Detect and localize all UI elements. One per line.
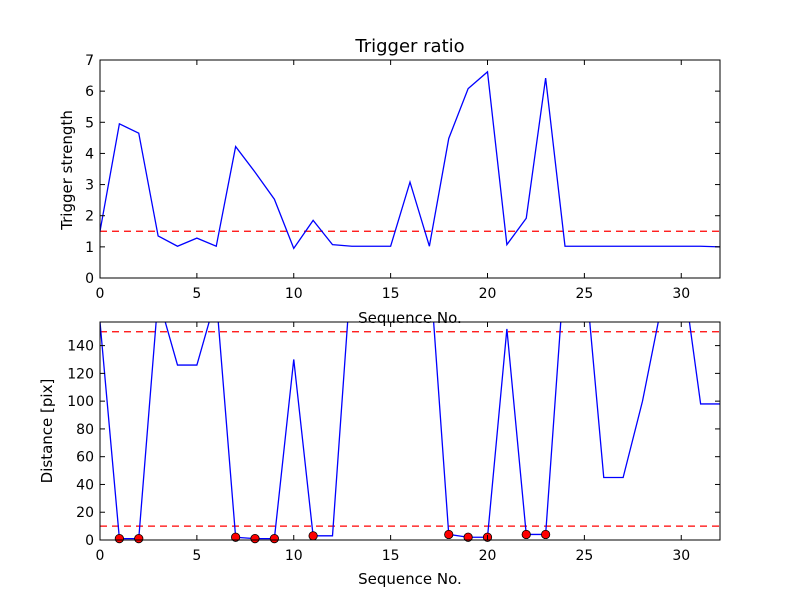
x-axis-ticks: 0 5 10 15 20 25 30 <box>96 60 690 302</box>
series-line <box>100 322 720 540</box>
y-tick-label: 2 <box>85 209 94 225</box>
x-tick-label: 0 <box>96 548 105 564</box>
data-point <box>231 532 241 542</box>
x-tick-label: 5 <box>192 286 201 302</box>
data-point <box>250 534 260 544</box>
series-line <box>100 70 720 250</box>
y-tick-label: 140 <box>67 339 94 355</box>
y-tick-label: 120 <box>67 366 94 382</box>
data-point <box>463 532 473 542</box>
x-tick-label: 25 <box>575 286 593 302</box>
y-tick-label: 0 <box>85 271 94 287</box>
x-axis-label: Sequence No. <box>358 309 462 327</box>
x-tick-label: 10 <box>285 286 303 302</box>
y-tick-label: 6 <box>85 84 94 100</box>
x-tick-label: 25 <box>575 548 593 564</box>
x-tick-label: 10 <box>285 548 303 564</box>
y-tick-label: 7 <box>85 53 94 69</box>
y-axis-ticks: 0 1 2 3 4 5 6 7 <box>85 53 720 287</box>
data-point <box>114 534 124 544</box>
y-tick-label: 80 <box>76 422 94 438</box>
chart-title: Trigger ratio <box>354 36 464 57</box>
data-point <box>521 529 531 540</box>
y-tick-label: 0 <box>85 533 94 549</box>
x-tick-label: 30 <box>672 548 690 564</box>
y-tick-label: 5 <box>85 115 94 131</box>
data-point <box>541 529 551 540</box>
series-group <box>100 322 720 540</box>
y-tick-label: 100 <box>67 394 94 410</box>
y-tick-label: 3 <box>85 178 94 194</box>
y-axis-label: Trigger strength <box>58 110 76 231</box>
chart-distance: Sequence No. Distance [pix] 0 5 10 15 20 25 30… <box>38 321 721 588</box>
series-group <box>100 70 720 250</box>
plot-frame <box>99 321 721 541</box>
y-axis-ticks: 0 20 40 60 80 100 120 140 <box>67 339 720 549</box>
x-tick-label: 20 <box>479 548 497 564</box>
x-tick-label: 0 <box>96 286 105 302</box>
x-axis-ticks: 0 5 10 15 20 25 30 <box>96 322 690 564</box>
x-tick-label: 15 <box>382 548 400 564</box>
y-tick-label: 40 <box>76 477 94 493</box>
data-point <box>444 529 454 540</box>
y-tick-label: 4 <box>85 146 94 162</box>
x-tick-label: 30 <box>672 286 690 302</box>
data-point <box>269 534 279 544</box>
x-tick-label: 20 <box>479 286 497 302</box>
x-tick-label: 5 <box>192 548 201 564</box>
data-point <box>308 531 318 541</box>
y-tick-label: 1 <box>85 240 94 256</box>
x-tick-label: 15 <box>382 286 400 302</box>
y-tick-label: 20 <box>76 505 94 521</box>
plot-frame <box>99 59 721 279</box>
marker-group <box>114 529 551 544</box>
threshold-lines <box>100 331 720 527</box>
y-axis-label: Distance [pix] <box>38 379 56 484</box>
y-tick-label: 60 <box>76 450 94 466</box>
x-axis-label: Sequence No. <box>358 570 462 588</box>
data-point <box>134 534 144 544</box>
